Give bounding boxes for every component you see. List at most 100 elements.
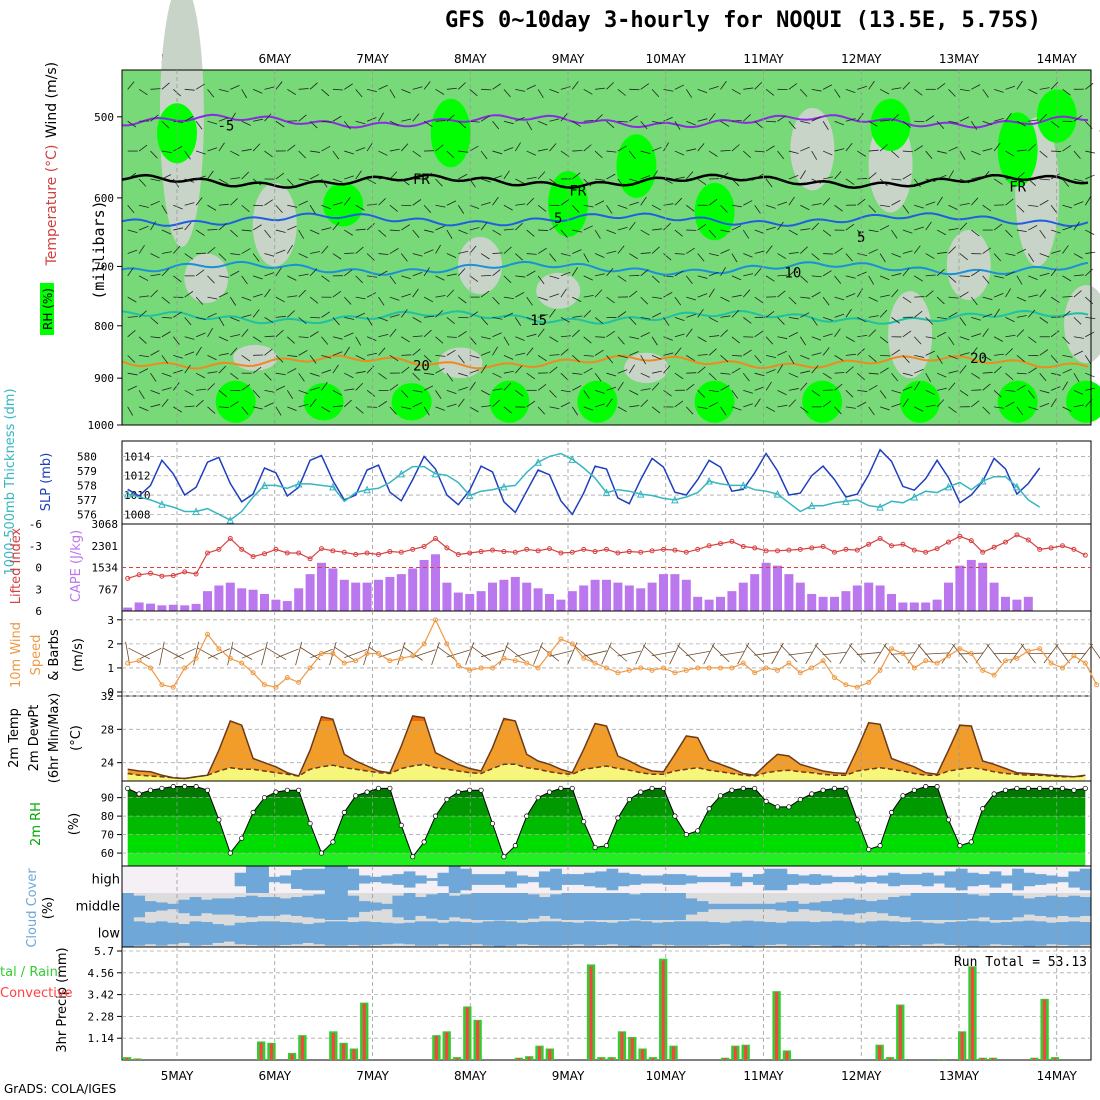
upper-wind-barb: [617, 204, 628, 209]
upper-wind-barb: [1039, 317, 1049, 324]
upper-wind-barb: [309, 355, 317, 364]
rh-marker: [695, 828, 701, 834]
upper-wind-barb: [879, 88, 890, 95]
cloud-block: [279, 875, 292, 884]
cloud-block: [155, 921, 168, 946]
upper-wind-barb: [640, 372, 650, 378]
upper-wind-barb: [537, 296, 548, 301]
cloud-block: [831, 920, 844, 947]
upper-wind-barb: [754, 120, 763, 128]
upper-wind-barb: [800, 228, 811, 231]
upper-wind-barb: [412, 150, 422, 158]
upper-wind-barb: [253, 406, 263, 410]
thickness-marker: [636, 489, 645, 498]
upper-wind-barb: [651, 204, 662, 211]
upper-wind-barb: [743, 389, 753, 394]
upper-wind-barb: [264, 199, 274, 206]
upper-wind-barb: [1050, 296, 1060, 303]
upper-wind-barb: [446, 317, 455, 324]
upper-wind-barb: [172, 382, 180, 391]
upper-wind-barb: [583, 336, 592, 344]
upper-wind-barb: [594, 403, 605, 408]
cloud-block: [302, 924, 315, 943]
upper-wind-barb: [355, 336, 362, 346]
upper-wind-barb: [891, 389, 902, 394]
upper-wind-barb: [572, 120, 581, 127]
upper-wind-barb: [150, 221, 156, 231]
upper-wind-barb: [218, 178, 228, 185]
upper-wind-barb: [994, 353, 1005, 356]
upper-wind-barb: [1050, 81, 1059, 90]
upper-wind-barb: [720, 149, 731, 152]
precip-convective-bar: [651, 1058, 655, 1060]
upper-wind-barb: [366, 317, 373, 327]
upper-wind-barb: [298, 253, 308, 259]
lifted-index-marker: [455, 551, 461, 557]
rh-marker: [1002, 787, 1009, 793]
upper-wind-barb: [925, 274, 936, 277]
upper-wind-barb: [959, 150, 966, 160]
precip-convective-bar: [775, 992, 779, 1060]
upper-wind-barb: [412, 288, 419, 298]
upper-wind-barb: [651, 89, 660, 98]
cloud-block: [403, 893, 416, 920]
upper-wind-barb: [1039, 272, 1050, 277]
upper-wind-barb: [583, 354, 594, 357]
upper-wind-barb: [936, 399, 945, 408]
cloud-block: [1057, 922, 1069, 945]
upper-wind-barb: [857, 85, 867, 90]
upper-wind-barb: [651, 312, 662, 318]
top-date-label: 12MAY: [841, 52, 882, 66]
upper-wind-barb: [1085, 82, 1094, 90]
lifted-index-marker: [284, 550, 290, 556]
upper-wind-barb: [583, 144, 592, 152]
upper-wind-barb: [229, 296, 237, 306]
cloud-block: [606, 893, 619, 920]
upper-wind-barb: [150, 200, 160, 206]
upper-wind-barb: [492, 196, 499, 206]
upper-wind-barb: [184, 389, 194, 396]
upper-wind-barb: [971, 400, 980, 408]
cloud-block: [561, 922, 574, 945]
cape-bar: [738, 582, 748, 611]
cape-bar: [465, 593, 475, 611]
cloud-block: [505, 893, 517, 920]
upper-wind-barb: [218, 317, 225, 327]
upper-wind-barb: [503, 228, 514, 231]
upper-wind-barb: [309, 331, 319, 338]
upper-wind-barb: [948, 336, 955, 346]
upper-wind-barb: [800, 146, 810, 152]
rh-marker: [774, 804, 781, 810]
upper-wind-barb: [777, 274, 788, 277]
cape-bar: [180, 605, 190, 611]
upper-wind-barb: [663, 275, 674, 278]
upper-wind-barb: [640, 196, 647, 206]
contour-label: 15: [530, 313, 547, 329]
upper-wind-barb: [686, 313, 696, 318]
cloud-block: [572, 874, 585, 885]
cloud-block: [336, 921, 348, 946]
upper-wind-barb: [515, 336, 525, 341]
upper-wind-barb: [344, 372, 354, 379]
cloud-block: [155, 902, 168, 911]
cloud-block: [719, 876, 731, 883]
rh-marker: [1014, 785, 1020, 791]
upper-wind-barb: [754, 81, 763, 90]
upper-wind-barb: [857, 198, 866, 206]
cape-bar: [317, 562, 326, 611]
upper-wind-barb: [811, 390, 821, 397]
upper-wind-barb: [936, 229, 947, 236]
upper-wind-barb: [138, 368, 149, 374]
wind-speed-marker: [832, 675, 837, 681]
cloud-block: [1000, 922, 1013, 945]
cloud-block: [437, 922, 450, 945]
upper-wind-barb: [720, 385, 730, 391]
upper-wind-barb: [275, 329, 284, 338]
cloud-block: [1023, 898, 1036, 915]
cloud-block: [313, 922, 326, 945]
upper-wind-barb: [264, 253, 275, 257]
upper-wind-barb: [264, 335, 275, 338]
upper-wind-barb: [902, 267, 910, 277]
rh-marker: [478, 787, 484, 793]
